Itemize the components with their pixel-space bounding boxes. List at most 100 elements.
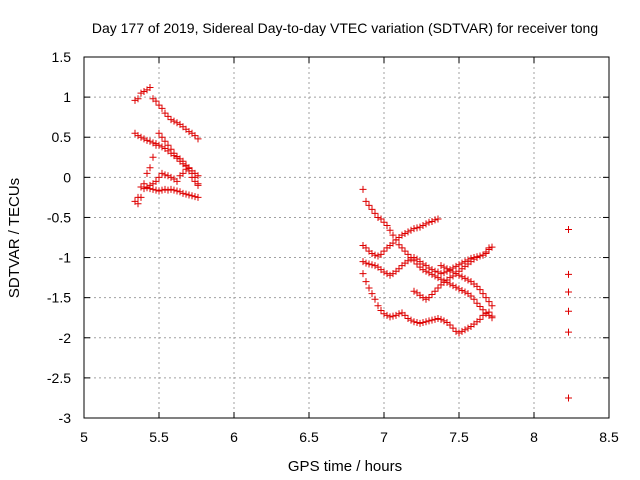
data-point-marker (398, 244, 406, 252)
data-point-marker (440, 269, 448, 277)
data-point-marker (152, 177, 160, 185)
data-point-marker (140, 135, 148, 143)
data-point-marker (140, 87, 148, 95)
data-point-marker (434, 268, 442, 276)
data-point-marker (488, 312, 496, 320)
data-point-marker (428, 290, 436, 298)
data-point-marker (431, 216, 439, 224)
data-point-marker (431, 315, 439, 323)
data-point-marker (377, 307, 385, 315)
data-point-marker (359, 258, 367, 266)
data-point-marker (371, 262, 379, 270)
data-point-marker (365, 201, 373, 209)
data-point-marker (407, 226, 415, 234)
data-point-marker (449, 264, 457, 272)
data-point-marker (365, 284, 373, 292)
data-point-marker (158, 133, 166, 141)
data-point-marker (185, 128, 193, 136)
x-tick-label: 7.5 (449, 429, 469, 445)
data-point-marker (386, 226, 394, 234)
data-point-marker (565, 225, 572, 233)
data-point-marker (422, 220, 430, 228)
data-point-marker (422, 318, 430, 326)
data-point-marker (368, 261, 376, 269)
data-point-marker (485, 308, 493, 316)
y-tick-label: 0 (63, 169, 71, 185)
x-axis-title: GPS time / hours (288, 458, 402, 475)
data-point-marker (395, 310, 403, 318)
data-point-marker (458, 286, 466, 294)
data-point-marker (188, 169, 196, 177)
data-point-marker (446, 274, 454, 282)
data-point-marker (410, 225, 418, 233)
series-isolated-column (565, 225, 572, 402)
data-point-marker (182, 165, 190, 173)
data-point-marker (146, 164, 154, 172)
data-point-marker (437, 262, 445, 270)
data-point-marker (146, 185, 154, 193)
data-point-marker (152, 186, 160, 194)
data-point-marker (137, 89, 145, 97)
data-point-marker (161, 137, 169, 145)
data-point-marker (476, 315, 484, 323)
x-tick-label: 5.5 (149, 429, 169, 445)
data-point-marker (161, 171, 169, 179)
data-point-marker (452, 283, 460, 291)
data-point-marker (191, 193, 199, 201)
data-point-marker (479, 311, 487, 319)
data-point-marker (434, 215, 442, 223)
y-tick-label: -3 (59, 410, 72, 426)
data-point-marker (137, 133, 145, 141)
data-point-marker (476, 302, 484, 310)
data-point-marker (167, 116, 175, 124)
data-point-marker (565, 307, 572, 315)
data-point-marker (386, 271, 394, 279)
data-point-marker (179, 189, 187, 197)
data-point-marker (167, 185, 175, 193)
data-point-marker (395, 265, 403, 273)
data-point-marker (161, 109, 169, 117)
data-point-marker (179, 157, 187, 165)
data-point-marker (455, 261, 463, 269)
axis-ticks (83, 56, 610, 419)
data-point-marker (377, 215, 385, 223)
data-points (131, 83, 572, 402)
data-point-marker (155, 173, 163, 181)
data-point-marker (404, 315, 412, 323)
data-point-marker (146, 137, 154, 145)
chart-title: Day 177 of 2019, Sidereal Day-to-day VTE… (92, 20, 598, 36)
data-point-marker (488, 302, 496, 310)
data-point-marker (398, 231, 406, 239)
data-point-marker (482, 310, 490, 318)
x-tick-label: 6.5 (299, 429, 319, 445)
data-point-marker (359, 270, 367, 278)
data-point-marker (431, 267, 439, 275)
data-point-marker (425, 218, 433, 226)
data-point-marker (374, 302, 382, 310)
data-point-marker (143, 136, 151, 144)
data-point-marker (185, 191, 193, 199)
data-point-marker (389, 231, 397, 239)
data-point-marker (371, 295, 379, 303)
data-point-marker (179, 169, 187, 177)
data-point-marker (359, 185, 367, 193)
data-point-marker (380, 218, 388, 226)
data-point-marker (422, 295, 430, 303)
data-point-marker (416, 223, 424, 231)
data-point-marker (191, 132, 199, 140)
data-point-marker (476, 286, 484, 294)
data-point-marker (158, 169, 166, 177)
y-tick-label: -2.5 (47, 370, 71, 386)
data-point-marker (383, 270, 391, 278)
y-axis-title: SDTVAR / TECUs (6, 178, 23, 298)
series-late-rising-band (410, 244, 493, 303)
data-point-marker (173, 177, 181, 185)
series-early-upper-descending (131, 83, 202, 143)
data-point-marker (368, 290, 376, 298)
data-point-marker (440, 317, 448, 325)
data-point-marker (164, 186, 172, 194)
data-point-marker (155, 101, 163, 109)
y-tick-label: -1.5 (47, 290, 71, 306)
